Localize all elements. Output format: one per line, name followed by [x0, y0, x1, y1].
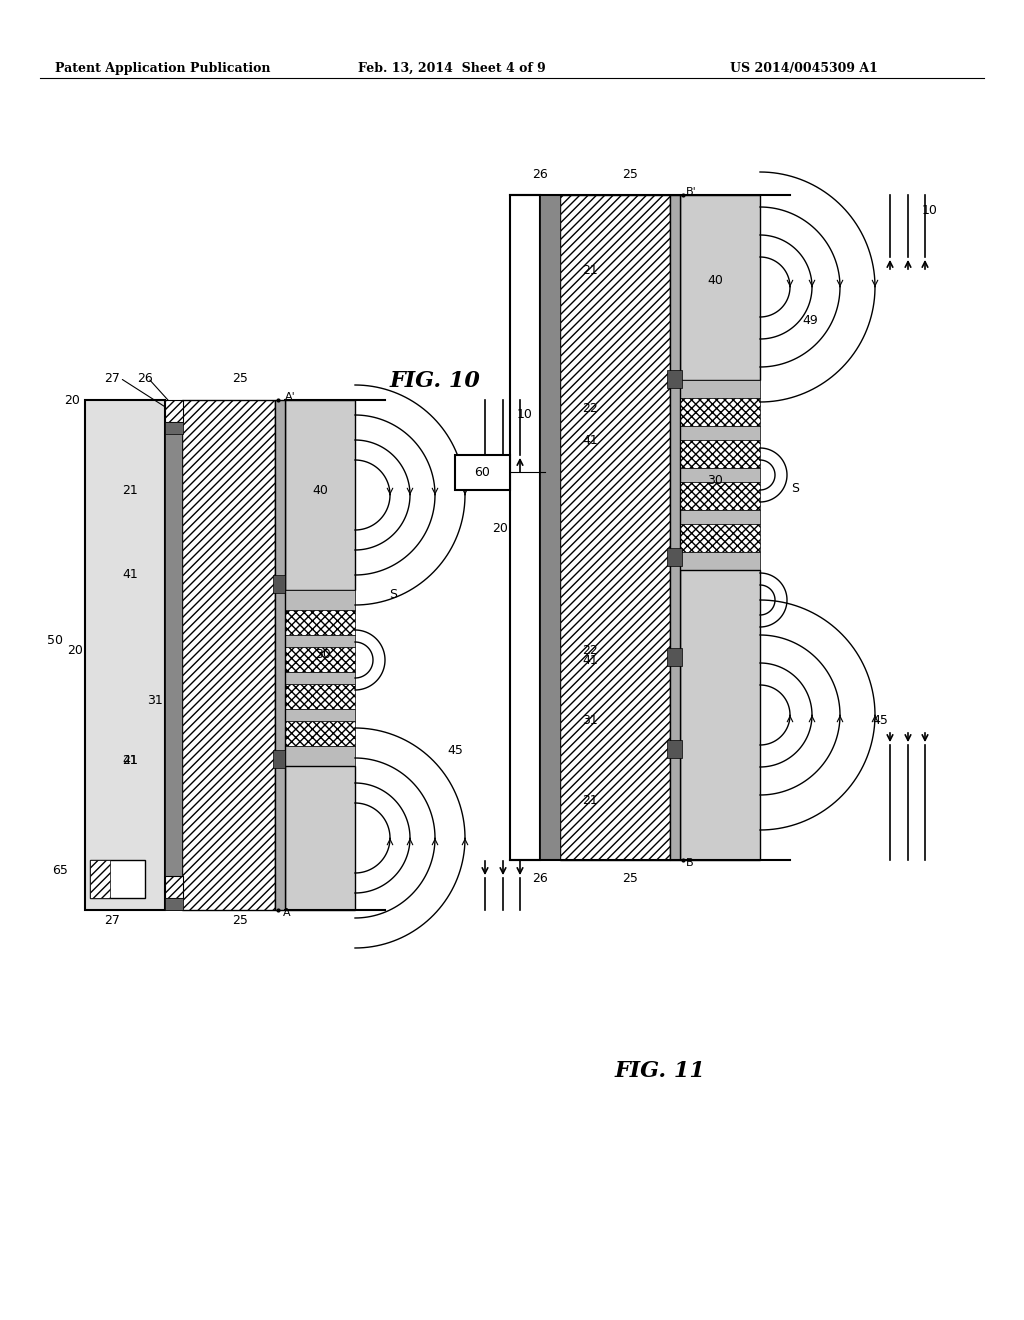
- Bar: [285, 610, 355, 635]
- Text: 27: 27: [104, 913, 120, 927]
- Bar: [667, 741, 682, 758]
- Bar: [285, 746, 355, 766]
- Text: A': A': [285, 392, 296, 403]
- Text: 26: 26: [137, 371, 153, 384]
- Bar: [667, 370, 682, 388]
- Text: 41: 41: [122, 569, 138, 582]
- Bar: [680, 426, 760, 440]
- Text: 21: 21: [122, 754, 138, 767]
- Text: S: S: [389, 589, 397, 602]
- Bar: [667, 548, 682, 566]
- Text: 21: 21: [582, 264, 598, 276]
- Text: 20: 20: [493, 521, 508, 535]
- Text: 31: 31: [582, 714, 598, 726]
- Text: 26: 26: [532, 169, 548, 181]
- Bar: [680, 482, 760, 510]
- Bar: [90, 861, 110, 898]
- Bar: [275, 400, 285, 909]
- Bar: [285, 672, 355, 684]
- Bar: [680, 524, 760, 552]
- Bar: [680, 399, 760, 426]
- Text: 45: 45: [872, 714, 888, 726]
- Bar: [165, 422, 183, 434]
- Text: Patent Application Publication: Patent Application Publication: [55, 62, 270, 75]
- Text: 49: 49: [802, 314, 818, 326]
- Bar: [680, 195, 760, 380]
- Text: 41: 41: [582, 433, 598, 446]
- Bar: [285, 400, 355, 590]
- Text: 45: 45: [447, 743, 463, 756]
- Bar: [165, 898, 183, 909]
- Text: 25: 25: [622, 871, 638, 884]
- Bar: [285, 647, 355, 672]
- Text: 25: 25: [232, 371, 248, 384]
- Bar: [455, 455, 510, 490]
- Text: 22: 22: [582, 644, 598, 656]
- Text: 31: 31: [147, 693, 163, 706]
- Text: 50: 50: [482, 454, 498, 466]
- Bar: [165, 400, 183, 422]
- Bar: [680, 440, 760, 469]
- Bar: [273, 576, 285, 593]
- Text: 40: 40: [312, 483, 328, 496]
- Text: 21: 21: [122, 483, 138, 496]
- Bar: [285, 766, 355, 909]
- Text: S: S: [791, 482, 799, 495]
- Bar: [680, 469, 760, 482]
- Bar: [670, 195, 680, 861]
- Text: 25: 25: [232, 913, 248, 927]
- Text: A: A: [283, 908, 291, 917]
- Text: 10: 10: [517, 408, 532, 421]
- Bar: [680, 510, 760, 524]
- Bar: [90, 861, 145, 898]
- Bar: [680, 570, 760, 861]
- Text: 40: 40: [707, 273, 723, 286]
- Bar: [667, 648, 682, 667]
- Bar: [285, 635, 355, 647]
- Bar: [680, 380, 760, 399]
- Text: Feb. 13, 2014  Sheet 4 of 9: Feb. 13, 2014 Sheet 4 of 9: [358, 62, 546, 75]
- Bar: [285, 684, 355, 709]
- Bar: [560, 195, 670, 861]
- Text: 25: 25: [622, 169, 638, 181]
- Bar: [680, 552, 760, 570]
- Text: 30: 30: [315, 648, 331, 661]
- Text: 27: 27: [104, 371, 120, 384]
- Text: FIG. 11: FIG. 11: [614, 1060, 706, 1082]
- Text: 50: 50: [47, 634, 63, 647]
- Bar: [85, 400, 165, 909]
- Text: 22: 22: [582, 401, 598, 414]
- Text: 20: 20: [67, 644, 83, 656]
- Text: 20: 20: [65, 393, 80, 407]
- Bar: [182, 400, 275, 909]
- Text: 26: 26: [532, 871, 548, 884]
- Text: 10: 10: [922, 203, 938, 216]
- Bar: [540, 195, 560, 861]
- Text: 21: 21: [582, 793, 598, 807]
- Bar: [273, 750, 285, 768]
- Text: 60: 60: [474, 466, 489, 479]
- Text: US 2014/0045309 A1: US 2014/0045309 A1: [730, 62, 878, 75]
- Text: 65: 65: [52, 863, 68, 876]
- Bar: [165, 876, 183, 898]
- Text: B: B: [686, 858, 693, 869]
- Bar: [510, 195, 540, 861]
- Bar: [285, 721, 355, 746]
- Bar: [285, 590, 355, 610]
- Text: 41: 41: [122, 754, 138, 767]
- Bar: [285, 709, 355, 721]
- Text: 30: 30: [707, 474, 723, 487]
- Text: B': B': [686, 187, 696, 197]
- Bar: [165, 400, 182, 909]
- Text: FIG. 10: FIG. 10: [390, 370, 481, 392]
- Text: 41: 41: [582, 653, 598, 667]
